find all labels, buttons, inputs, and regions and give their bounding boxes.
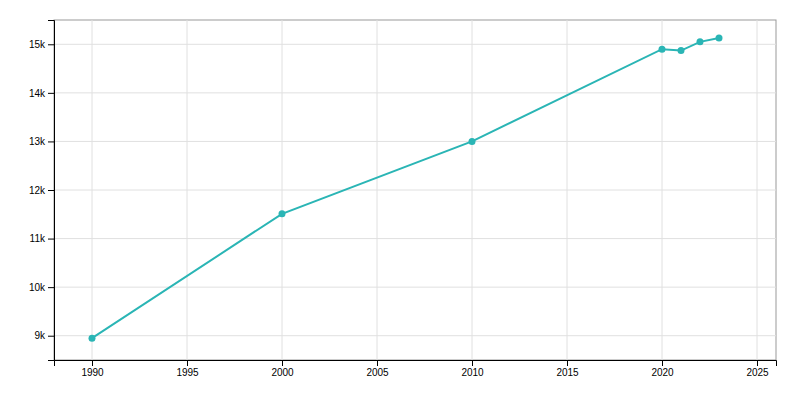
tick: 9k	[34, 330, 54, 341]
tick-label: 1990	[81, 367, 104, 378]
tick-mark	[48, 190, 54, 191]
tick-mark	[567, 360, 568, 366]
y-axis: 9k 10k 11k 12k 13k 14k 15k	[29, 21, 55, 361]
tick-mark	[48, 239, 54, 240]
chart: 1990 1995 2000 2005 2010 2015 2020 2025 9k 10k 11k…	[0, 0, 800, 400]
tick-label: 15k	[29, 39, 46, 50]
tick: 2015	[556, 360, 579, 378]
tick: 13k	[29, 136, 54, 147]
tick: 2005	[366, 360, 389, 378]
tick-label: 2000	[271, 367, 294, 378]
tick: 2025	[746, 360, 769, 378]
tick-label: 10k	[29, 282, 46, 293]
point	[697, 38, 704, 45]
line	[92, 38, 719, 338]
tick-mark	[757, 360, 758, 366]
grid-line	[54, 335, 776, 336]
tick: 2010	[461, 360, 484, 378]
marks	[89, 34, 723, 341]
tick-mark	[187, 360, 188, 366]
tick-label: 14k	[29, 88, 46, 99]
tick-mark	[48, 336, 54, 337]
tick-label: 1995	[176, 367, 199, 378]
grid	[54, 20, 776, 360]
tick-mark	[92, 360, 93, 366]
grid-line	[54, 141, 776, 142]
tick-mark	[662, 360, 663, 366]
tick-label: 9k	[34, 330, 46, 341]
point	[469, 138, 476, 145]
grid-line	[54, 190, 776, 191]
tick: 2000	[271, 360, 294, 378]
grid-line	[54, 92, 776, 93]
tick: 11k	[30, 233, 54, 244]
tick-mark	[282, 360, 283, 366]
tick-label: 2005	[366, 367, 389, 378]
axis-line	[55, 361, 777, 367]
point	[89, 335, 96, 342]
axis-line	[48, 21, 55, 361]
tick-mark	[48, 93, 54, 94]
tick-label: 11k	[30, 233, 46, 244]
tick-label: 2010	[461, 367, 484, 378]
tick: 1995	[176, 360, 199, 378]
tick: 1990	[81, 360, 104, 378]
tick: 15k	[29, 39, 54, 50]
point	[678, 47, 685, 54]
tick-label: 2025	[746, 367, 769, 378]
tick: 14k	[29, 88, 54, 99]
tick: 12k	[29, 185, 54, 196]
tick-mark	[472, 360, 473, 366]
tick-label: 2020	[651, 367, 674, 378]
point	[659, 46, 666, 53]
point	[716, 34, 723, 41]
grid-line	[54, 287, 776, 288]
grid-line	[54, 238, 776, 239]
tick: 10k	[29, 282, 54, 293]
grid-line	[54, 44, 776, 45]
tick-label: 13k	[29, 136, 46, 147]
tick-mark	[48, 287, 54, 288]
plot-frame	[54, 20, 776, 360]
tick-label: 2015	[556, 367, 579, 378]
tick-mark	[48, 44, 54, 45]
tick-mark	[48, 141, 54, 142]
tick: 2020	[651, 360, 674, 378]
x-axis: 1990 1995 2000 2005 2010 2015 2020 2025	[55, 360, 777, 378]
plot: 1990 1995 2000 2005 2010 2015 2020 2025 9k 10k 11k…	[29, 20, 777, 378]
tick-label: 12k	[29, 185, 46, 196]
tick-mark	[377, 360, 378, 366]
point	[279, 210, 286, 217]
